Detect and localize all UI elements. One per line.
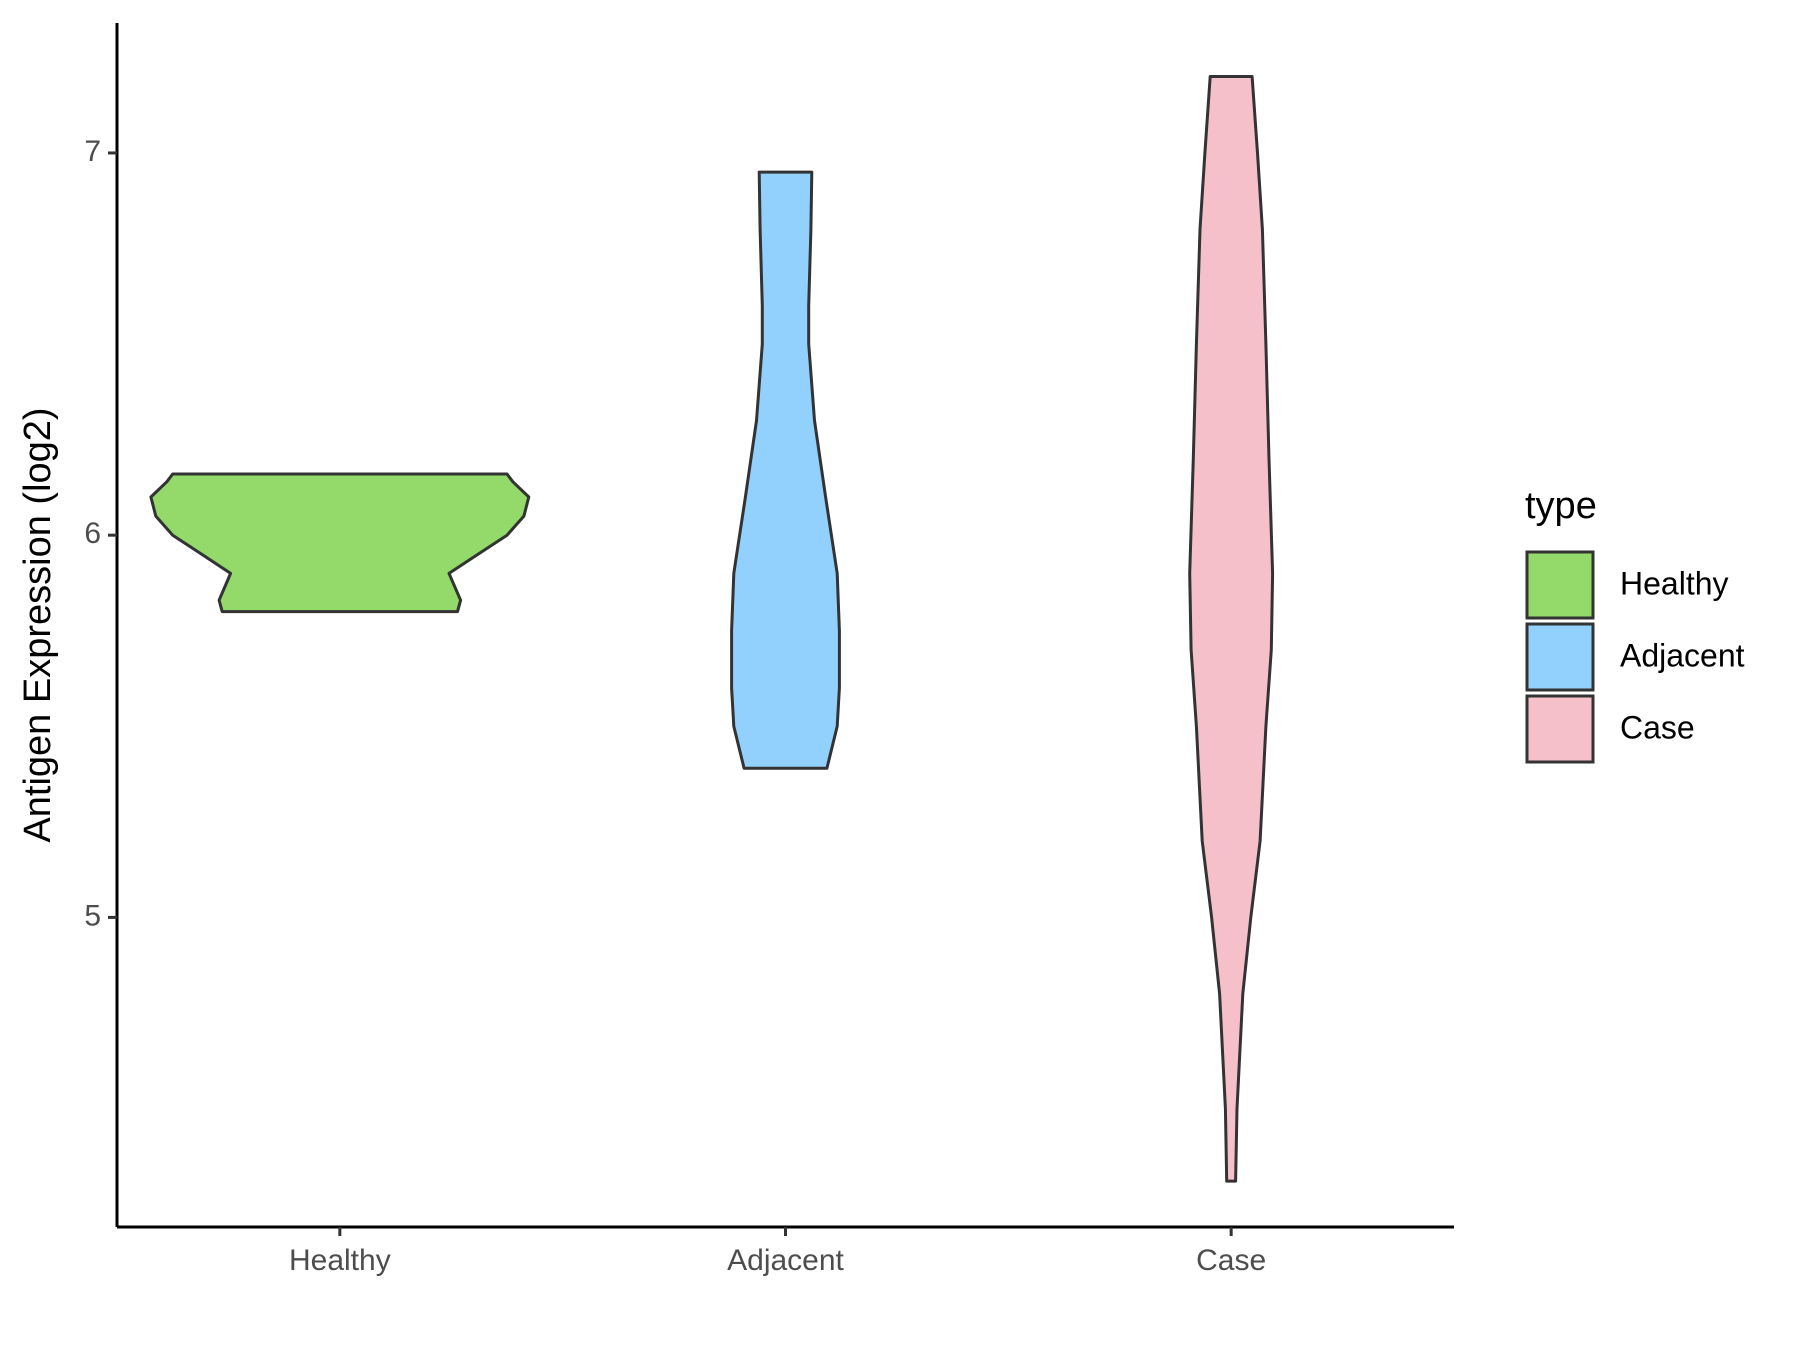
violin — [149, 472, 531, 614]
x-tick-label: Case — [1196, 1244, 1266, 1277]
y-tick-label: 7 — [84, 135, 101, 168]
y-tick-label: 6 — [84, 517, 101, 550]
legend-swatch — [1525, 550, 1595, 620]
legend-label: Healthy — [1620, 565, 1729, 601]
legend-label: Adjacent — [1620, 637, 1745, 673]
violin — [1188, 75, 1275, 1183]
legend-swatch — [1525, 694, 1595, 764]
legend-title: type — [1525, 485, 1597, 527]
violin — [730, 170, 841, 770]
y-tick-label: 5 — [84, 899, 101, 932]
legend-label: Case — [1620, 709, 1695, 745]
x-tick-label: Healthy — [289, 1244, 391, 1277]
legend-swatch — [1525, 622, 1595, 692]
y-axis-title: Antigen Expression (log2) — [17, 407, 59, 842]
x-tick-label: Adjacent — [727, 1244, 844, 1277]
